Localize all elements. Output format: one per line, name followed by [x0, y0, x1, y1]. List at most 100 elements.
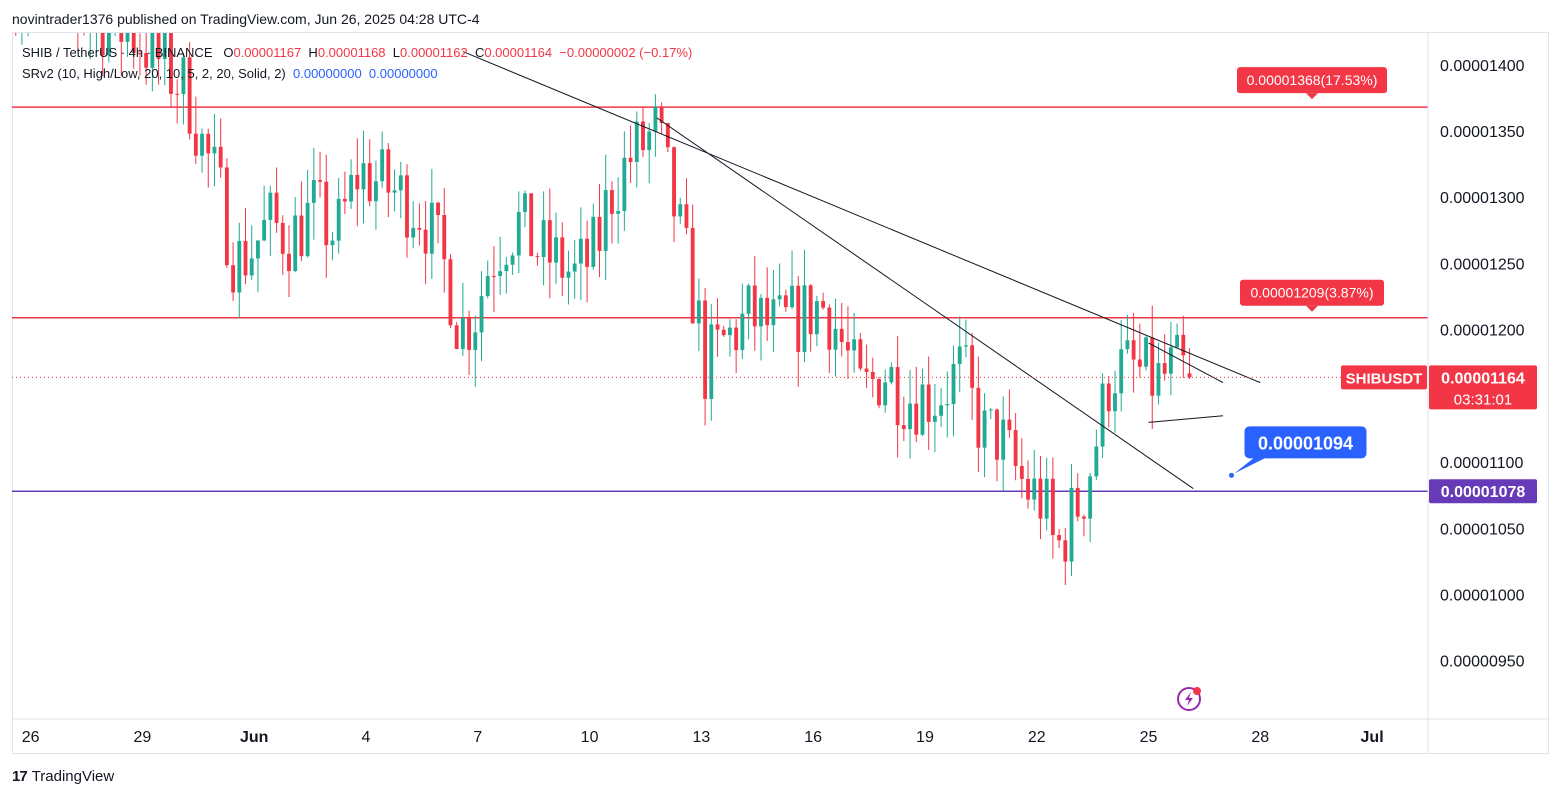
candle[interactable]	[746, 283, 751, 340]
candle[interactable]	[703, 288, 708, 426]
candle[interactable]	[212, 113, 217, 187]
candle[interactable]	[597, 184, 602, 278]
candle[interactable]	[995, 408, 999, 482]
indicator-legend[interactable]: SRv2 (10, High/Low, 20, 10, 5, 2, 20, So…	[22, 66, 438, 81]
trendline-upper[interactable]	[462, 51, 1261, 384]
candle[interactable]	[964, 319, 968, 358]
candle[interactable]	[169, 11, 173, 107]
candle[interactable]	[510, 252, 515, 275]
candle[interactable]	[162, 18, 167, 86]
candle[interactable]	[752, 256, 757, 351]
candle[interactable]	[591, 203, 596, 270]
symbol-tag[interactable]: SHIBUSDT	[1341, 365, 1427, 390]
candle[interactable]	[808, 284, 813, 352]
candle[interactable]	[1088, 472, 1093, 543]
candle[interactable]	[492, 246, 496, 313]
candle[interactable]	[802, 249, 807, 363]
candle[interactable]	[26, 0, 30, 37]
candle[interactable]	[1168, 321, 1173, 396]
candle[interactable]	[678, 197, 683, 225]
candle[interactable]	[311, 148, 316, 240]
candle[interactable]	[274, 167, 279, 233]
candle[interactable]	[218, 118, 223, 178]
candle[interactable]	[324, 154, 329, 278]
support-tag[interactable]: 0.00001078	[1429, 479, 1537, 504]
candle[interactable]	[1063, 527, 1068, 586]
candle[interactable]	[423, 201, 428, 285]
candle[interactable]	[684, 178, 689, 235]
candle[interactable]	[1032, 449, 1037, 511]
replay-icon[interactable]	[1177, 687, 1201, 711]
candle[interactable]	[877, 376, 881, 409]
candle[interactable]	[783, 289, 788, 312]
candle[interactable]	[249, 225, 254, 280]
candle[interactable]	[1007, 389, 1012, 438]
resistance-1-label[interactable]: 0.00001368(17.53%)	[1237, 67, 1387, 100]
candle[interactable]	[659, 102, 664, 135]
candle[interactable]	[572, 240, 577, 299]
candle[interactable]	[982, 393, 987, 478]
candle[interactable]	[796, 276, 801, 387]
candle[interactable]	[361, 130, 366, 224]
candle[interactable]	[224, 158, 229, 269]
candle[interactable]	[814, 295, 819, 347]
candle[interactable]	[777, 263, 782, 307]
candle[interactable]	[864, 344, 869, 388]
candle[interactable]	[908, 369, 912, 459]
candle[interactable]	[305, 169, 310, 258]
candle[interactable]	[349, 159, 354, 209]
candle[interactable]	[976, 356, 981, 473]
trendline-lower[interactable]	[656, 117, 1194, 489]
candle[interactable]	[1050, 457, 1055, 559]
candle[interactable]	[970, 333, 975, 420]
candle[interactable]	[448, 254, 453, 329]
candle[interactable]	[529, 193, 534, 257]
candle[interactable]	[485, 260, 490, 299]
candle[interactable]	[1162, 334, 1167, 381]
candle[interactable]	[566, 250, 571, 305]
candle[interactable]	[398, 161, 403, 219]
candle[interactable]	[653, 94, 658, 157]
candle[interactable]	[523, 190, 527, 228]
candle[interactable]	[193, 96, 198, 164]
candle[interactable]	[603, 154, 608, 281]
triangle-lower-line[interactable]	[1148, 415, 1224, 423]
candle[interactable]	[1119, 320, 1124, 412]
candle[interactable]	[1131, 312, 1136, 393]
candle[interactable]	[715, 298, 720, 357]
candle[interactable]	[32, 0, 36, 22]
candle[interactable]	[386, 143, 391, 218]
candle[interactable]	[883, 369, 888, 413]
candle[interactable]	[1038, 455, 1043, 540]
candle[interactable]	[150, 1, 155, 92]
candle[interactable]	[1069, 464, 1074, 577]
candle[interactable]	[846, 306, 850, 380]
candle[interactable]	[70, 0, 74, 33]
candle[interactable]	[467, 310, 472, 375]
candle[interactable]	[932, 384, 937, 453]
candle[interactable]	[280, 215, 285, 275]
candle[interactable]	[243, 208, 248, 285]
candle[interactable]	[827, 304, 832, 374]
footer-brand[interactable]: 17 TradingView	[12, 768, 114, 785]
candle[interactable]	[206, 128, 211, 188]
candle[interactable]	[342, 171, 347, 214]
candle[interactable]	[1175, 323, 1180, 349]
candle[interactable]	[920, 368, 925, 436]
candle[interactable]	[696, 278, 701, 352]
candle[interactable]	[1150, 305, 1155, 430]
candle[interactable]	[740, 283, 745, 359]
candle[interactable]	[442, 188, 447, 293]
candle[interactable]	[585, 220, 590, 303]
candle[interactable]	[374, 160, 378, 230]
candle[interactable]	[901, 396, 906, 441]
candle[interactable]	[690, 204, 695, 324]
candle[interactable]	[175, 79, 180, 124]
candle[interactable]	[541, 191, 546, 286]
candle[interactable]	[95, 0, 99, 53]
resistance-2-label[interactable]: 0.00001209(3.87%)	[1240, 279, 1384, 312]
candle[interactable]	[914, 366, 919, 443]
candle[interactable]	[759, 293, 763, 361]
candle[interactable]	[1075, 473, 1080, 522]
